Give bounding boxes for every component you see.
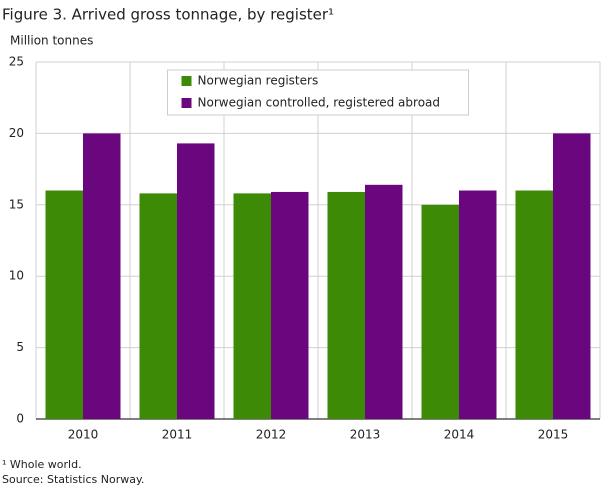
bar [553, 133, 591, 419]
bar [139, 193, 177, 419]
footnote: ¹ Whole world. [2, 458, 82, 471]
legend-box [167, 69, 469, 116]
bar [177, 143, 215, 419]
bar [271, 191, 309, 419]
y-tick-label: 0 [16, 412, 24, 426]
bar [83, 133, 121, 419]
y-tick-label: 25 [9, 55, 24, 69]
source: Source: Statistics Norway. [2, 473, 144, 486]
x-tick-label: 2014 [444, 428, 475, 442]
legend-swatch [181, 76, 192, 86]
y-tick-label: 5 [16, 340, 24, 354]
bar [365, 184, 403, 419]
y-tick-label: 20 [9, 126, 24, 140]
bar [45, 190, 83, 419]
y-tick-label: 10 [9, 269, 24, 283]
x-tick-label: 2012 [256, 428, 287, 442]
y-tick-label: 15 [9, 197, 24, 211]
bar [233, 193, 271, 419]
x-tick-label: 2011 [162, 428, 193, 442]
x-tick-label: 2013 [350, 428, 381, 442]
legend-swatch [181, 98, 192, 108]
legend-label: Norwegian controlled, registered abroad [198, 96, 441, 110]
y-axis-label: Million tonnes [10, 34, 93, 48]
x-tick-label: 2015 [538, 428, 569, 442]
bar [515, 190, 553, 419]
bar [459, 190, 497, 419]
bar [421, 204, 459, 419]
bar [327, 191, 365, 419]
legend-label: Norwegian registers [198, 74, 319, 88]
x-tick-label: 2010 [68, 428, 99, 442]
chart-title: Figure 3. Arrived gross tonnage, by regi… [2, 6, 334, 24]
